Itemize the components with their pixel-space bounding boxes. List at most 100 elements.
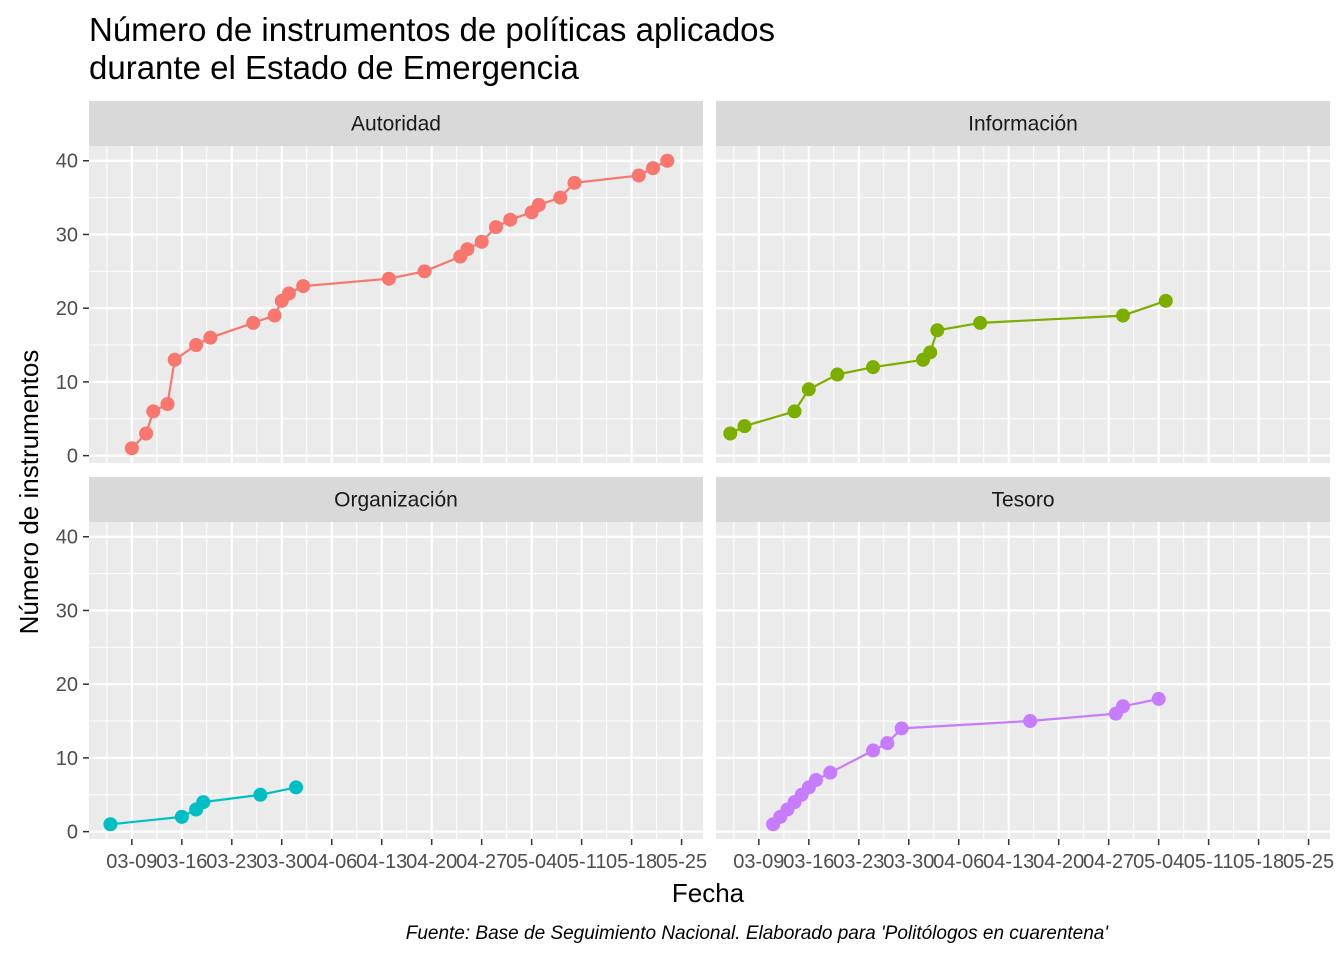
x-tick-label: 04-06 <box>306 851 357 873</box>
data-point <box>196 795 211 810</box>
x-tick-label: 04-20 <box>406 851 457 873</box>
x-tick-label: 05-18 <box>606 851 657 873</box>
facet-strip <box>716 101 1330 146</box>
x-tick-label: 04-13 <box>356 851 407 873</box>
x-axis-title: Fecha <box>672 878 745 908</box>
x-tick-label: 03-23 <box>833 851 884 873</box>
facet-strip-label: Autoridad <box>351 113 441 136</box>
data-point <box>460 242 475 257</box>
data-point <box>787 404 802 419</box>
y-tick-label: 10 <box>56 372 78 394</box>
data-point <box>930 323 945 338</box>
data-point <box>631 168 646 183</box>
facet-organización: Organización 0 10 20 30 40 03-0903-1603-2303-3… <box>56 477 707 873</box>
data-point <box>189 338 204 353</box>
data-point <box>417 264 432 279</box>
facet-tesoro: Tesoro03-0903-1603-2303-3004-0604-1304-2… <box>716 477 1334 873</box>
data-point <box>866 360 881 375</box>
data-point <box>567 175 582 190</box>
data-point <box>146 404 161 419</box>
data-point <box>503 212 518 227</box>
data-point <box>174 809 189 824</box>
y-tick-label: 30 <box>56 224 78 246</box>
data-point <box>830 367 845 382</box>
facet-información: Información <box>716 101 1330 463</box>
facet-strip-label: Tesoro <box>991 489 1054 512</box>
facet-strip <box>716 477 1330 522</box>
data-point <box>289 780 304 795</box>
x-tick-label: 03-16 <box>783 851 834 873</box>
facet-strip-label: Organización <box>334 489 458 512</box>
y-tick-label: 10 <box>56 748 78 770</box>
y-tick-label: 0 <box>67 822 78 844</box>
x-tick-label: 04-06 <box>933 851 984 873</box>
data-point <box>1023 714 1038 729</box>
x-tick-label: 03-09 <box>733 851 784 873</box>
data-point <box>1115 308 1130 323</box>
x-tick-label: 03-16 <box>156 851 207 873</box>
x-tick-label: 05-25 <box>656 851 707 873</box>
x-tick-label: 04-13 <box>983 851 1034 873</box>
facet-strip-label: Información <box>968 113 1078 136</box>
x-tick-label: 05-04 <box>506 851 557 873</box>
panel-background <box>716 146 1330 463</box>
facet-strip <box>89 477 703 522</box>
chart-caption: Fuente: Base de Seguimiento Nacional. El… <box>406 923 1110 944</box>
data-point <box>381 271 396 286</box>
data-point <box>160 397 175 412</box>
panel-background <box>89 522 703 839</box>
y-tick-label: 20 <box>56 674 78 696</box>
panel-background <box>89 146 703 463</box>
x-tick-label: 05-11 <box>557 851 607 873</box>
data-point <box>894 721 909 736</box>
data-point <box>1151 691 1166 706</box>
data-point <box>531 197 546 212</box>
x-tick-label: 04-20 <box>1033 851 1084 873</box>
data-point <box>808 773 823 788</box>
series-line <box>729 299 1167 435</box>
x-tick-label: 03-23 <box>206 851 257 873</box>
data-point <box>124 441 139 456</box>
facet-strip <box>89 101 703 146</box>
chart-title-line-1: Número de instrumentos de políticas apli… <box>89 11 775 48</box>
data-point <box>660 153 675 168</box>
data-point <box>737 419 752 434</box>
data-point <box>1158 293 1173 308</box>
facet-autoridad: Autoridad 0 10 20 30 40 <box>56 101 703 468</box>
data-point <box>973 315 988 330</box>
data-point <box>281 286 296 301</box>
data-point <box>253 787 268 802</box>
data-point <box>923 345 938 360</box>
data-point <box>823 765 838 780</box>
data-point <box>474 234 489 249</box>
x-tick-label: 03-09 <box>106 851 157 873</box>
data-point <box>866 743 881 758</box>
data-point <box>723 426 738 441</box>
x-tick-label: 04-27 <box>1083 851 1134 873</box>
data-point <box>801 382 816 397</box>
y-tick-label: 30 <box>56 600 78 622</box>
y-tick-label: 0 <box>67 446 78 468</box>
data-point <box>646 161 661 176</box>
x-tick-label: 03-30 <box>883 851 934 873</box>
data-point <box>203 330 218 345</box>
x-tick-label: 05-04 <box>1133 851 1184 873</box>
x-tick-label: 05-25 <box>1283 851 1334 873</box>
data-point <box>553 190 568 205</box>
data-point <box>246 315 261 330</box>
data-point <box>139 426 154 441</box>
x-tick-label: 05-11 <box>1184 851 1234 873</box>
y-tick-label: 20 <box>56 298 78 320</box>
y-tick-label: 40 <box>56 527 78 549</box>
data-point <box>880 736 895 751</box>
data-point <box>267 308 282 323</box>
data-point <box>103 817 118 832</box>
y-tick-label: 40 <box>56 151 78 173</box>
data-point <box>167 352 182 367</box>
data-point <box>488 220 503 235</box>
x-tick-label: 05-18 <box>1233 851 1284 873</box>
y-axis-title: Número de instrumentos <box>14 350 44 635</box>
chart-title-line-2: durante el Estado de Emergencia <box>89 49 579 86</box>
data-point <box>1115 699 1130 714</box>
